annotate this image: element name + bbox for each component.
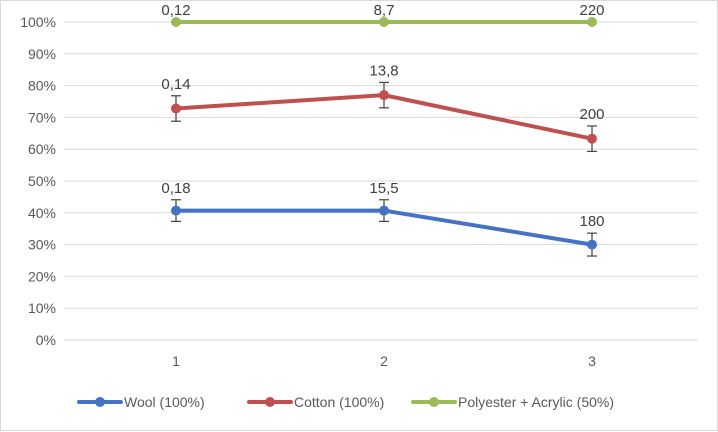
data-label: 0,12 [161,2,190,19]
x-tick-label: 3 [588,353,596,369]
data-label: 15,5 [369,180,398,197]
data-labels: 0,18 15,5 180 0,14 13,8 200 0,12 8,7 220 [161,2,604,230]
x-tick-label: 1 [172,353,180,369]
data-point [171,17,181,27]
y-tick-label: 80% [28,78,56,94]
y-tick-label: 60% [28,141,56,157]
series-group [171,17,597,257]
data-label: 220 [579,2,604,19]
legend-swatch-marker [265,397,275,407]
y-tick-label: 90% [28,46,56,62]
legend-swatch-marker [429,397,439,407]
data-point [587,239,597,250]
data-label: 0,18 [161,180,190,197]
y-tick-label: 20% [28,268,56,284]
data-point [379,90,389,101]
data-label: 13,8 [369,62,398,79]
x-axis-tick-labels: 1 2 3 [172,353,596,369]
data-point [171,205,181,216]
legend: Wool (100%) Cotton (100%) Polyester + Acry… [77,394,614,410]
legend-swatch-marker [95,397,105,407]
legend-label: Wool (100%) [124,394,205,410]
data-label: 180 [579,213,604,230]
data-label: 8,7 [374,2,395,19]
data-point [587,133,597,144]
data-point [587,17,597,27]
y-tick-label: 10% [28,300,56,316]
data-label: 0,14 [161,76,190,93]
y-tick-label: 70% [28,109,56,125]
legend-label: Polyester + Acrylic (50%) [458,394,614,410]
data-point [171,103,181,114]
data-point [379,205,389,216]
legend-label: Cotton (100%) [294,394,384,410]
x-tick-label: 2 [380,353,388,369]
y-tick-label: 100% [20,14,56,30]
data-point [379,17,389,27]
data-label: 200 [579,106,604,123]
y-tick-label: 40% [28,205,56,221]
y-tick-label: 0% [36,332,56,348]
y-axis-tick-labels: 0% 10% 20% 30% 40% 50% 60% 70% 80% 90% 100% [20,14,56,348]
y-tick-label: 50% [28,173,56,189]
y-tick-label: 30% [28,237,56,253]
